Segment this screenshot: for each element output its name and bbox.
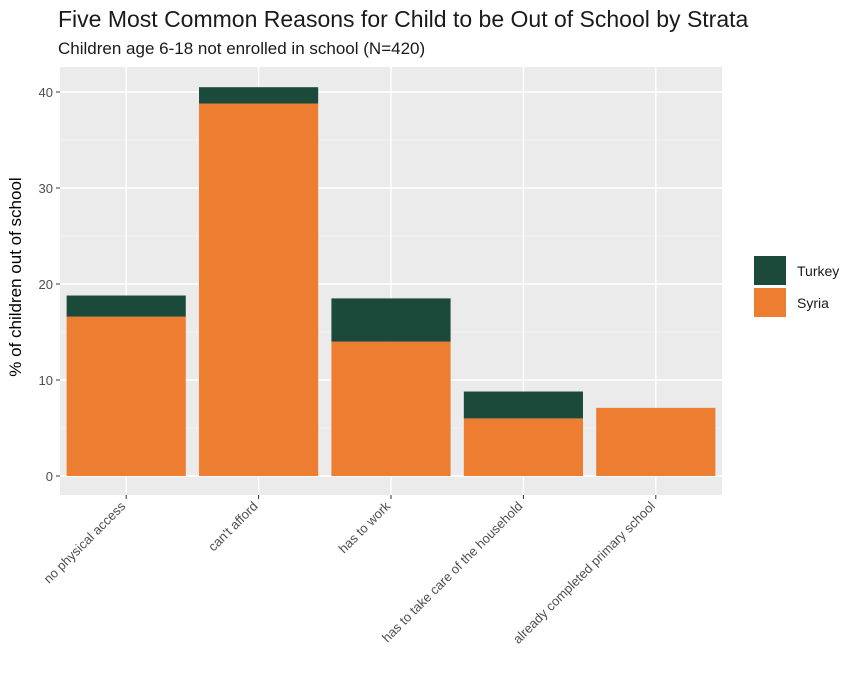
legend-label-syria: Syria xyxy=(797,295,829,311)
bar-turkey xyxy=(199,87,319,104)
x-tick-label: has to take care of the household xyxy=(379,499,526,646)
bar-syria xyxy=(596,407,716,476)
bar-turkey xyxy=(331,298,451,342)
legend-swatch-syria xyxy=(754,288,786,317)
legend-swatch-turkey xyxy=(754,256,786,285)
bar-syria xyxy=(199,103,319,477)
bar-syria xyxy=(66,316,186,476)
x-tick-label: no physical access xyxy=(41,498,129,586)
y-tick-label: 0 xyxy=(46,469,53,484)
y-tick-label: 10 xyxy=(39,373,53,388)
chart-title: Five Most Common Reasons for Child to be… xyxy=(58,6,749,32)
y-axis-title: % of children out of school xyxy=(6,177,25,376)
y-tick-label: 20 xyxy=(39,277,53,292)
x-tick-label: already completed primary school xyxy=(510,498,658,646)
bar-syria xyxy=(463,418,583,476)
x-tick-label: can't afford xyxy=(205,499,261,555)
chart-subtitle: Children age 6-18 not enrolled in school… xyxy=(58,39,426,58)
legend-label-turkey: Turkey xyxy=(797,263,839,279)
y-tick-label: 30 xyxy=(39,181,53,196)
y-tick-label: 40 xyxy=(39,85,53,100)
bar-turkey xyxy=(66,295,186,317)
bar-turkey xyxy=(463,391,583,419)
x-tick-label: has to work xyxy=(336,498,394,556)
bar-syria xyxy=(331,341,451,476)
